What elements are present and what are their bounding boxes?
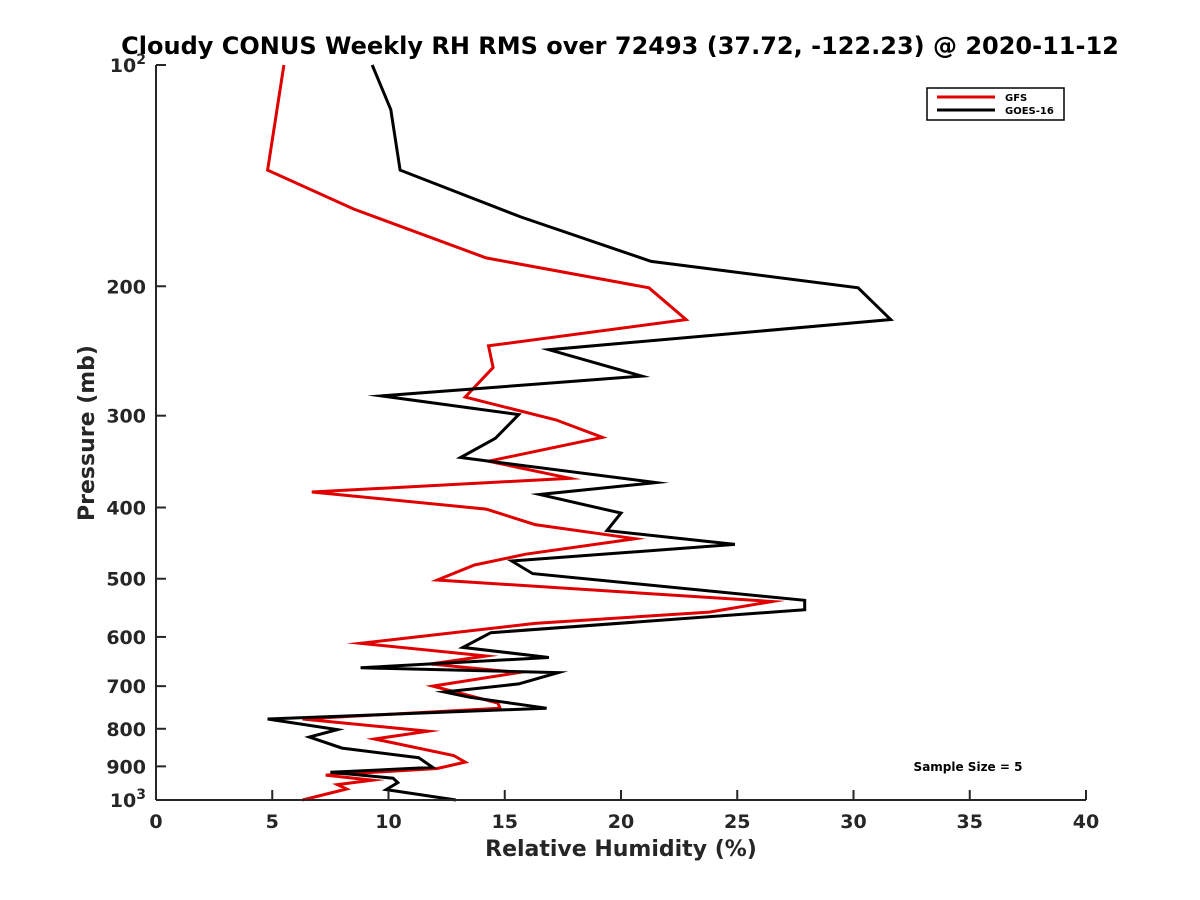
y-tick-label: 400	[106, 498, 146, 520]
chart-title: Cloudy CONUS Weekly RH RMS over 72493 (3…	[121, 32, 1119, 60]
x-tick-label: 10	[375, 811, 401, 833]
sample-size-annotation: Sample Size = 5	[914, 760, 1023, 774]
x-axis-label: Relative Humidity (%)	[485, 837, 757, 862]
x-tick-label: 30	[840, 811, 866, 833]
legend-label: GOES-16	[1005, 106, 1054, 117]
y-tick-label: 800	[106, 719, 146, 741]
y-tick-label: 600	[106, 627, 146, 649]
series-line-goes-16	[267, 64, 895, 802]
y-tick-label: 700	[106, 676, 146, 698]
x-tick-label: 20	[608, 811, 634, 833]
y-axis-label: Pressure (mb)	[75, 345, 100, 521]
y-tick-label: 900	[106, 756, 146, 778]
axes: 0 5 10 15 20 25 30 35 40 102 200 300 400 500 600 700 800…	[106, 52, 1099, 833]
legend-label: GFS	[1005, 93, 1027, 104]
x-tick-label: 5	[266, 811, 279, 833]
plot-area	[265, 64, 895, 802]
legend: GFS GOES-16	[926, 87, 1065, 121]
y-tick-label: 500	[106, 569, 146, 591]
legend-box	[926, 87, 1065, 121]
y-tick-label: 103	[110, 787, 146, 812]
x-tick-label: 25	[724, 811, 750, 833]
series-line-gfs	[265, 64, 786, 802]
y-tick-label: 200	[106, 276, 146, 298]
x-tick-label: 35	[957, 811, 983, 833]
y-tick-label: 300	[106, 406, 146, 428]
x-tick-label: 40	[1073, 811, 1099, 833]
y-tick-label: 102	[110, 52, 146, 77]
x-tick-label: 15	[492, 811, 518, 833]
x-tick-label: 0	[149, 811, 162, 833]
